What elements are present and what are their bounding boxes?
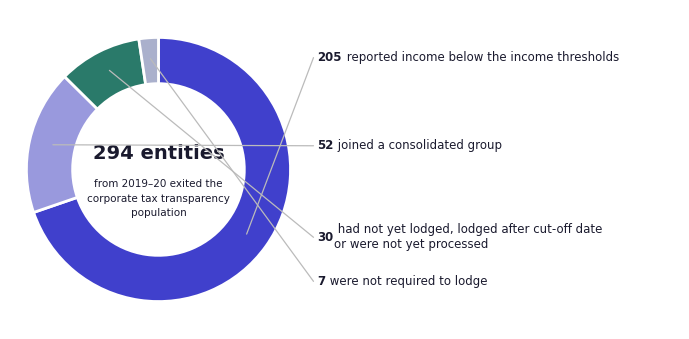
Text: 205: 205 [317, 51, 342, 64]
Wedge shape [138, 37, 158, 85]
Text: 7: 7 [317, 275, 325, 288]
Text: had not yet lodged, lodged after cut-off date
or were not yet processed: had not yet lodged, lodged after cut-off… [334, 223, 603, 251]
Text: 52: 52 [317, 139, 333, 152]
Wedge shape [34, 37, 291, 302]
Text: 294 entities: 294 entities [92, 144, 225, 163]
Text: were not required to lodge: were not required to lodge [326, 275, 487, 288]
Text: joined a consolidated group: joined a consolidated group [334, 139, 502, 152]
Wedge shape [65, 39, 145, 109]
Text: 30: 30 [317, 231, 333, 244]
Text: from 2019–20 exited the
corporate tax transparency
population: from 2019–20 exited the corporate tax tr… [87, 179, 230, 218]
Wedge shape [26, 77, 97, 213]
Text: reported income below the income thresholds: reported income below the income thresho… [343, 51, 619, 64]
